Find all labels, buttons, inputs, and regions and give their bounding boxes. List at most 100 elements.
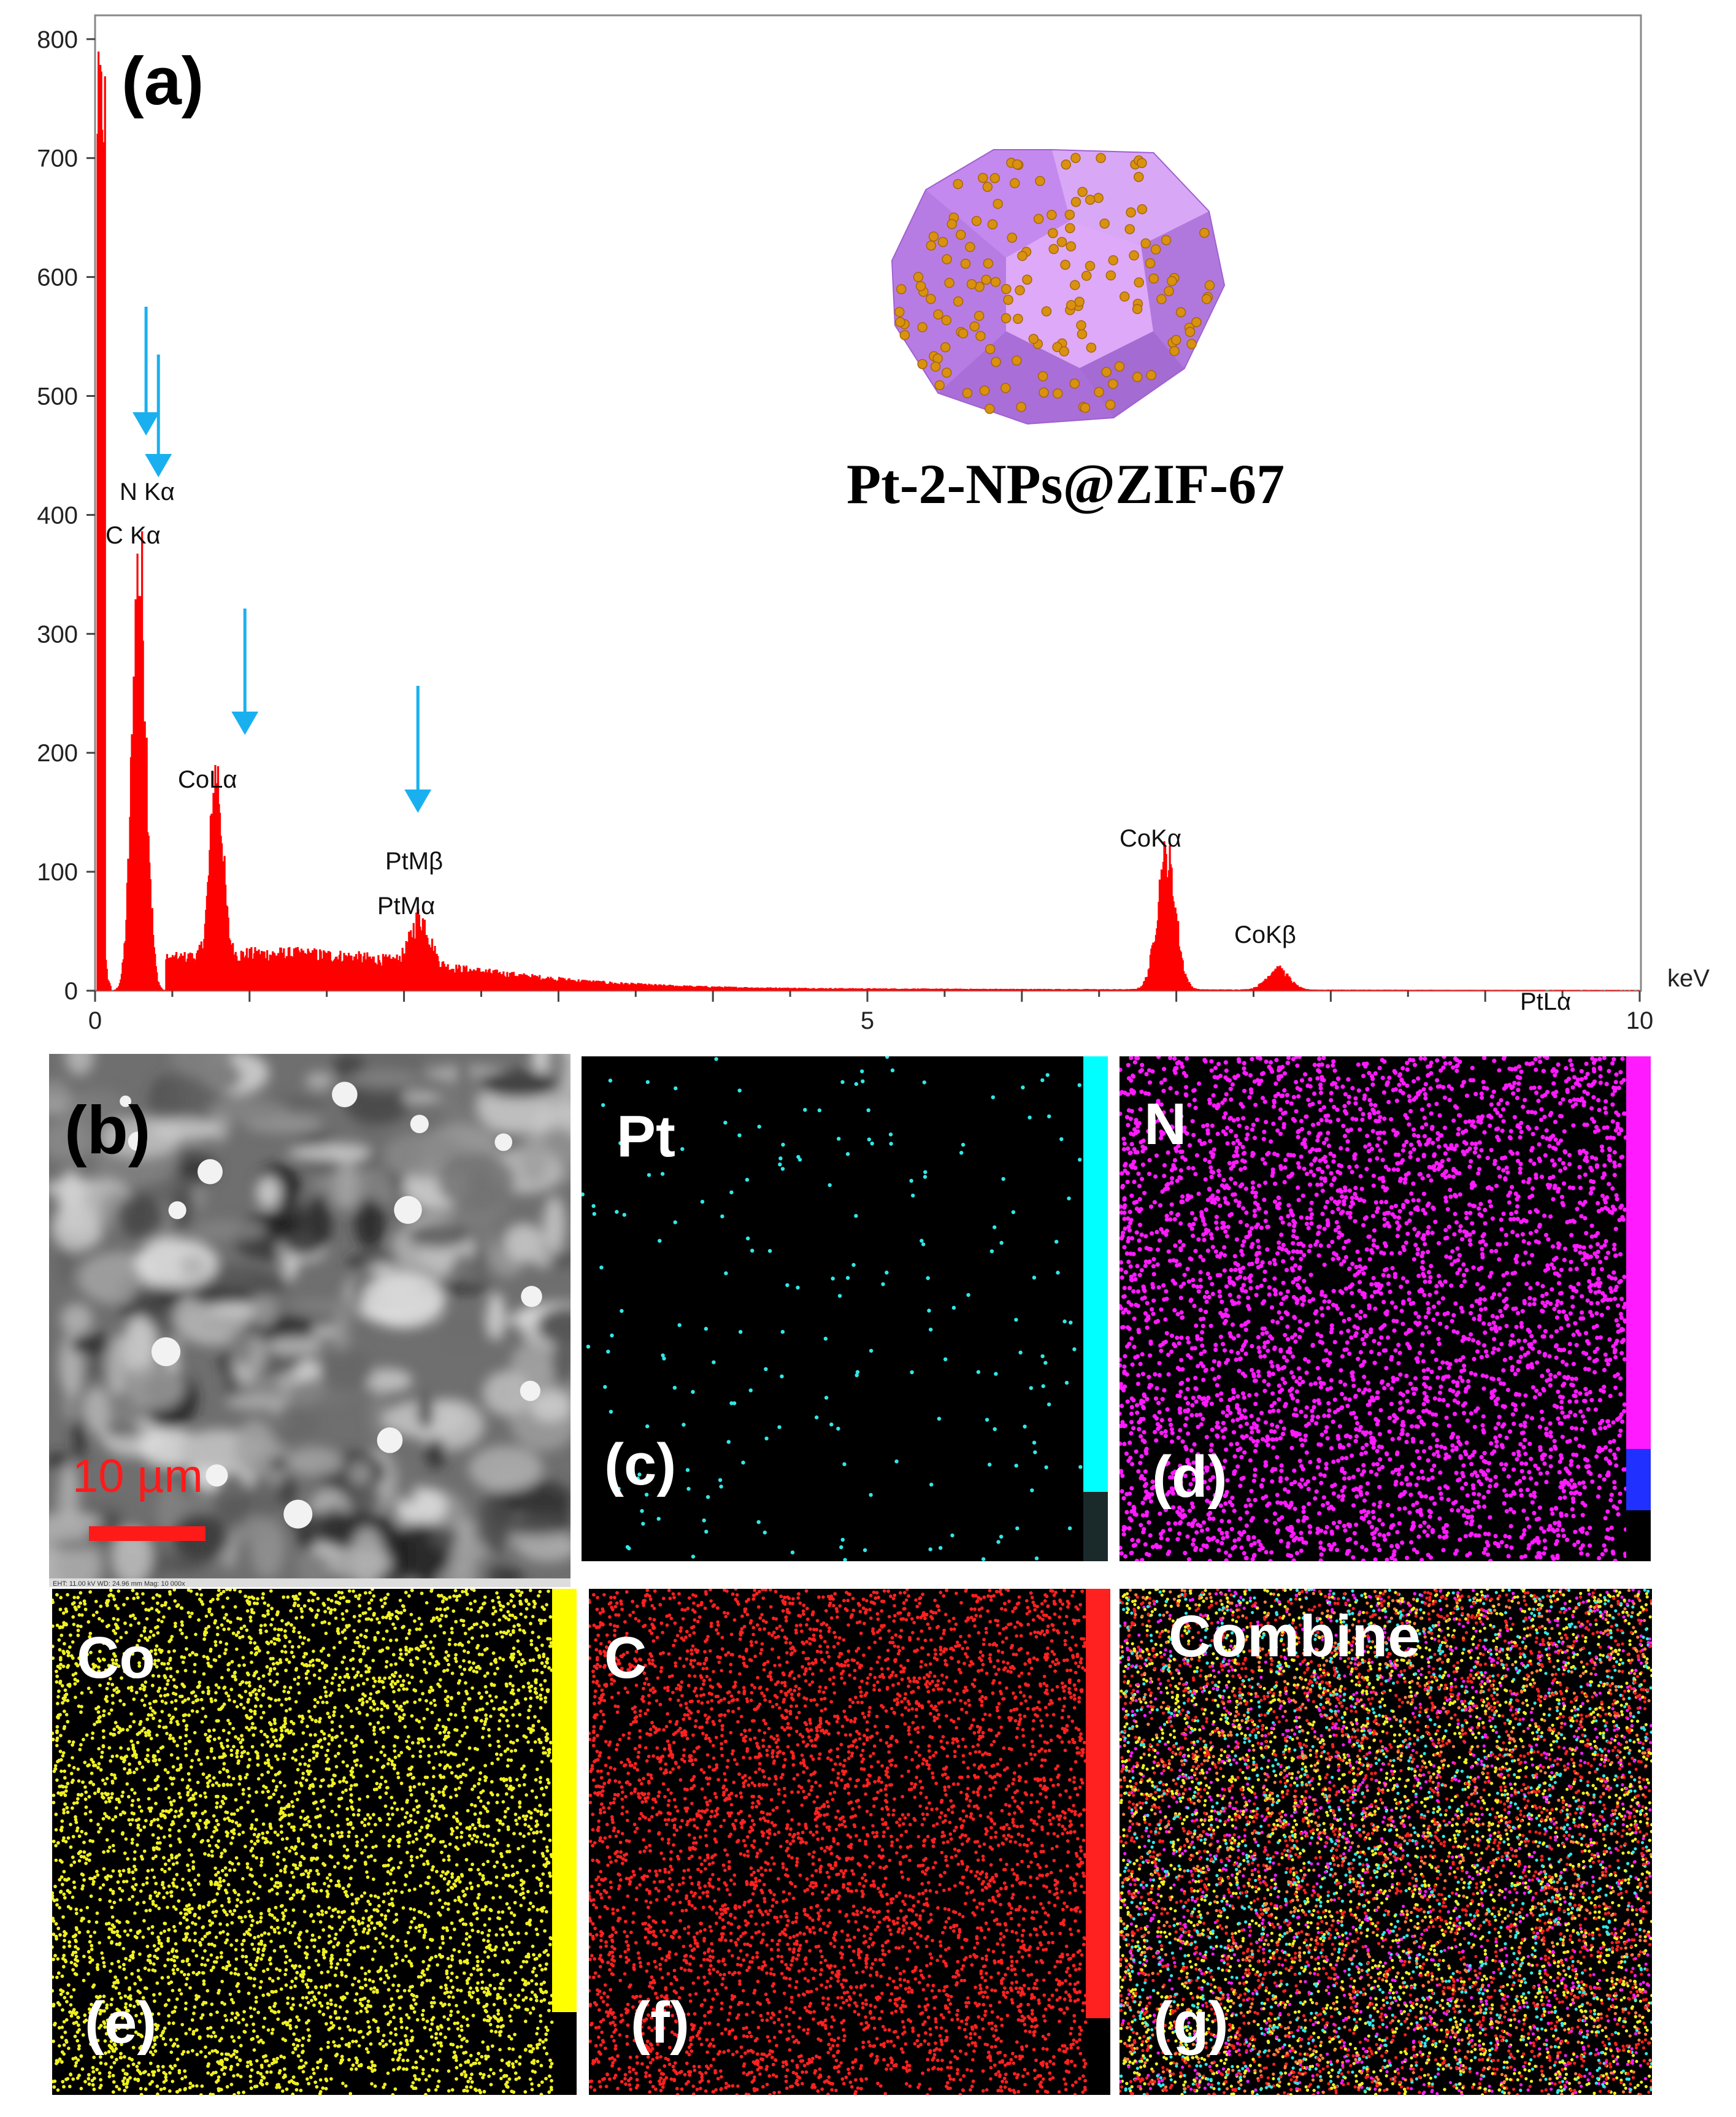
map-dot xyxy=(1488,1199,1492,1204)
map-dot xyxy=(1240,1434,1245,1439)
map-dot xyxy=(1267,1261,1272,1266)
map-dot xyxy=(1235,1464,1240,1469)
map-dot xyxy=(1565,1537,1570,1542)
map-dot xyxy=(1126,1123,1131,1128)
nanoparticle xyxy=(942,367,952,378)
nanoparticle xyxy=(991,356,1001,367)
map-dot xyxy=(1580,1294,1584,1299)
nanoparticle xyxy=(987,219,998,230)
map-dot xyxy=(1499,1381,1504,1386)
map-dot xyxy=(1497,1433,1502,1439)
map-dot xyxy=(674,1086,678,1091)
map-dot xyxy=(1477,1212,1482,1217)
map-dot xyxy=(1189,1211,1195,1216)
map-dot xyxy=(1259,1283,1264,1288)
map-dot xyxy=(1554,1542,1559,1546)
map-dot xyxy=(1376,1110,1381,1115)
map-dot xyxy=(1532,1297,1537,1302)
map-dot xyxy=(1199,1548,1204,1553)
map-dot xyxy=(1528,1231,1533,1235)
map-dot xyxy=(1584,1531,1589,1536)
map-dot xyxy=(1151,1257,1156,1262)
map-dot xyxy=(1342,1485,1347,1489)
peak-label: N Kα xyxy=(120,478,175,505)
map-dot xyxy=(1564,1066,1569,1070)
map-dot xyxy=(1611,1439,1616,1443)
nanoparticle xyxy=(993,199,1003,209)
map-dot xyxy=(1573,1102,1578,1107)
map-dot xyxy=(1300,1302,1305,1307)
map-dot xyxy=(1577,1443,1582,1448)
map-dot xyxy=(1310,1418,1315,1423)
map-dot xyxy=(1537,1350,1542,1354)
map-dot xyxy=(1153,1429,1158,1435)
map-dot xyxy=(1432,1164,1437,1169)
map-dot xyxy=(1178,1150,1183,1155)
map-dot xyxy=(1508,1129,1513,1134)
map-dot xyxy=(1602,1125,1607,1130)
map-dot xyxy=(937,1416,942,1421)
map-dot xyxy=(1023,1424,1027,1429)
map-dot xyxy=(1127,1151,1132,1156)
map-dot xyxy=(1297,1319,1302,1324)
map-dot xyxy=(1140,1372,1146,1377)
sem-grain xyxy=(398,1462,418,1504)
map-dot xyxy=(1507,1200,1512,1205)
sem-grain xyxy=(529,1390,570,1422)
map-dot xyxy=(1369,1147,1375,1151)
map-dot xyxy=(1266,1224,1271,1229)
nanoparticle xyxy=(1114,361,1125,372)
map-dot xyxy=(1290,1256,1295,1261)
map-dot xyxy=(1207,1558,1213,1561)
map-dot xyxy=(1443,1456,1448,1461)
sem-grain xyxy=(191,1286,251,1307)
map-dot xyxy=(1565,1089,1570,1094)
map-dot xyxy=(1223,1097,1227,1102)
map-dot xyxy=(1127,1228,1132,1233)
map-dot xyxy=(1354,1427,1359,1432)
map-dot xyxy=(1191,1283,1196,1288)
nanoparticle xyxy=(985,404,995,414)
map-dot xyxy=(1202,1237,1207,1242)
map-dot xyxy=(1351,1383,1356,1388)
map-dot xyxy=(1468,1210,1473,1215)
map-dot xyxy=(1585,1298,1590,1303)
map-dot xyxy=(1523,1420,1527,1425)
map-dot xyxy=(1562,1495,1567,1500)
map-dot xyxy=(1299,1078,1305,1083)
map-dot xyxy=(1369,1469,1373,1474)
map-dot xyxy=(1166,1352,1171,1358)
map-dot xyxy=(1358,1350,1363,1354)
map-dot xyxy=(1067,1196,1071,1201)
map-dot xyxy=(1364,1547,1369,1553)
map-dot xyxy=(1386,1281,1391,1286)
map-dot xyxy=(1602,1543,1607,1548)
sem-grain xyxy=(234,1419,275,1477)
map-dot xyxy=(1496,1166,1501,1170)
map-dot xyxy=(1239,1477,1244,1481)
map-dot xyxy=(1318,1243,1323,1248)
map-dot xyxy=(1186,1166,1191,1170)
map-dot xyxy=(1185,1386,1190,1391)
map-dot xyxy=(1175,1061,1180,1066)
map-dot xyxy=(1592,1069,1597,1074)
map-dot xyxy=(1169,1333,1175,1339)
nanoparticle xyxy=(930,361,941,372)
map-dot xyxy=(1325,1500,1330,1505)
map-dot xyxy=(1598,1080,1603,1085)
map-dot xyxy=(1319,1182,1324,1187)
map-dot xyxy=(1511,1467,1516,1472)
map-dot xyxy=(1557,1157,1562,1162)
map-dot xyxy=(1434,1290,1438,1295)
map-dot xyxy=(1302,1253,1307,1258)
map-dot xyxy=(1416,1139,1421,1145)
map-dot xyxy=(1329,1378,1334,1383)
map-dot xyxy=(1319,1552,1324,1557)
map-dot xyxy=(1144,1451,1149,1456)
map-dot xyxy=(1338,1146,1343,1151)
nanoparticle xyxy=(1093,193,1104,203)
map-dot xyxy=(1354,1523,1359,1527)
map-dot xyxy=(1444,1254,1449,1259)
map-dot xyxy=(1078,1465,1083,1469)
map-dot xyxy=(1408,1381,1413,1386)
